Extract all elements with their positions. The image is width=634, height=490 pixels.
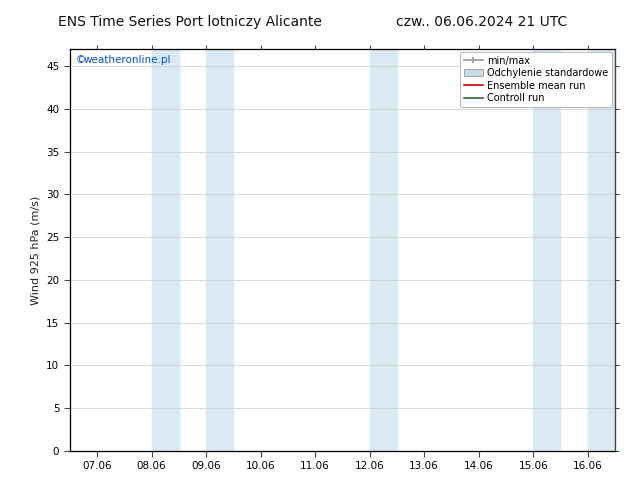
Y-axis label: Wind 925 hPa (m/s): Wind 925 hPa (m/s) — [30, 196, 41, 304]
Bar — [152, 49, 179, 451]
Bar — [370, 49, 397, 451]
Text: ENS Time Series Port lotniczy Alicante: ENS Time Series Port lotniczy Alicante — [58, 15, 322, 29]
Text: ©: © — [75, 55, 86, 65]
Legend: min/max, Odchylenie standardowe, Ensemble mean run, Controll run: min/max, Odchylenie standardowe, Ensembl… — [460, 52, 612, 107]
Bar — [206, 49, 233, 451]
Text: weatheronline.pl: weatheronline.pl — [83, 55, 171, 65]
Bar — [533, 49, 560, 451]
Bar — [588, 49, 615, 451]
Text: czw.. 06.06.2024 21 UTC: czw.. 06.06.2024 21 UTC — [396, 15, 567, 29]
